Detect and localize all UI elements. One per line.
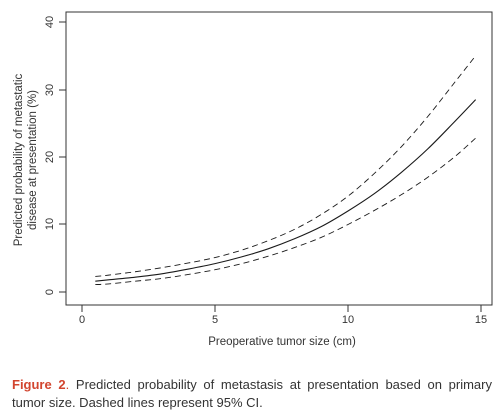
y-tick-label: 0 [44, 289, 56, 295]
x-axis-title: Preoperative tumor size (cm) [208, 336, 356, 348]
series-line-estimate [95, 99, 477, 282]
y-tick-label: 30 [44, 84, 56, 96]
series-layer [95, 55, 477, 286]
figure-label-separator: . [65, 377, 70, 392]
series-line-lower-ci [95, 137, 476, 286]
y-axis-title-line-1: Predicted probability of metastatic [13, 73, 25, 246]
x-axis: 0 5 10 15 [79, 305, 487, 326]
x-tick-label: 5 [212, 314, 218, 326]
x-tick-label: 15 [475, 314, 487, 326]
y-tick-label: 10 [44, 218, 56, 230]
y-tick-label: 20 [44, 151, 56, 163]
plot-frame [65, 11, 493, 306]
figure-caption-text: Predicted probability of metastasis at p… [12, 377, 492, 410]
y-axis-title-line-2: disease at presentation (%) [27, 90, 39, 230]
figure-label: Figure 2 [12, 377, 66, 392]
figure-caption: Figure 2. Predicted probability of metas… [12, 376, 492, 412]
y-tick-label: 40 [44, 16, 56, 28]
y-axis: 0 10 20 30 40 [44, 16, 66, 295]
x-tick-label: 10 [342, 314, 354, 326]
x-tick-label: 0 [79, 314, 85, 326]
series-line-upper-ci [95, 55, 477, 277]
chart: 0 10 20 30 40 0 5 10 15 Preoperative tum… [13, 11, 493, 348]
